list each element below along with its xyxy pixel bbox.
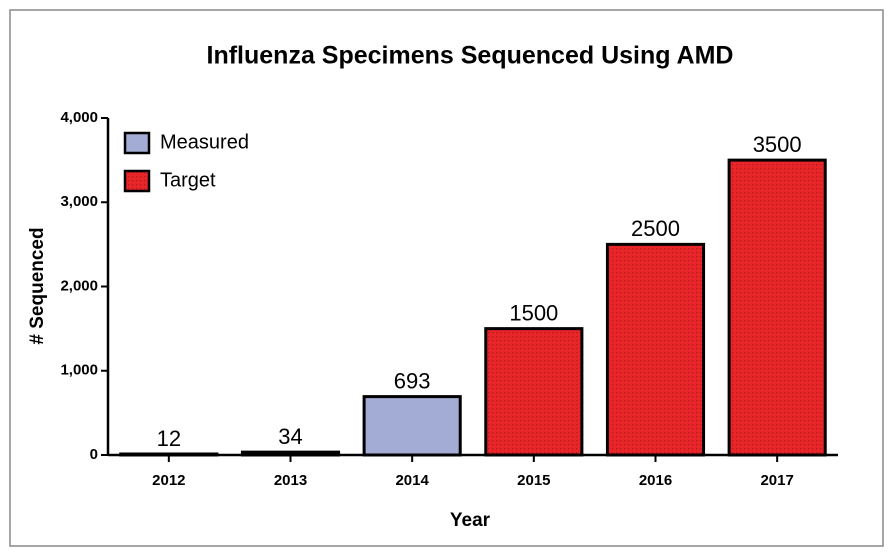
value-label: 1500 <box>509 300 558 325</box>
bar-texture <box>729 160 826 455</box>
legend-label: Target <box>160 169 216 191</box>
x-tick-label: 2015 <box>517 472 550 489</box>
x-tick-label: 2016 <box>639 472 672 489</box>
x-axis-label: Year <box>450 510 491 531</box>
chart-title: Influenza Specimens Sequenced Using AMD <box>207 42 734 70</box>
value-label: 34 <box>278 424 302 449</box>
bar-texture <box>485 328 582 455</box>
legend-swatch <box>123 131 151 155</box>
bar-texture <box>607 244 704 455</box>
value-label: 3500 <box>753 132 802 157</box>
value-label: 12 <box>157 426 181 451</box>
x-tick-label: 2012 <box>152 472 185 489</box>
y-tick-label: 0 <box>90 446 98 463</box>
value-label: 2500 <box>631 216 680 241</box>
y-tick-label: 2,000 <box>60 277 98 294</box>
x-tick-label: 2013 <box>274 472 307 489</box>
legend-texture <box>125 171 149 191</box>
frame <box>9 9 884 547</box>
y-tick-label: 4,000 <box>60 109 98 126</box>
bar <box>362 395 462 457</box>
y-tick-label: 3,000 <box>60 193 98 210</box>
x-tick-label: 2017 <box>760 472 793 489</box>
y-tick-label: 1,000 <box>60 362 98 379</box>
x-tick-label: 2014 <box>395 472 429 489</box>
value-label: 693 <box>394 368 431 393</box>
legend-label: Measured <box>160 131 249 153</box>
y-axis-label: # Sequenced <box>27 227 48 344</box>
